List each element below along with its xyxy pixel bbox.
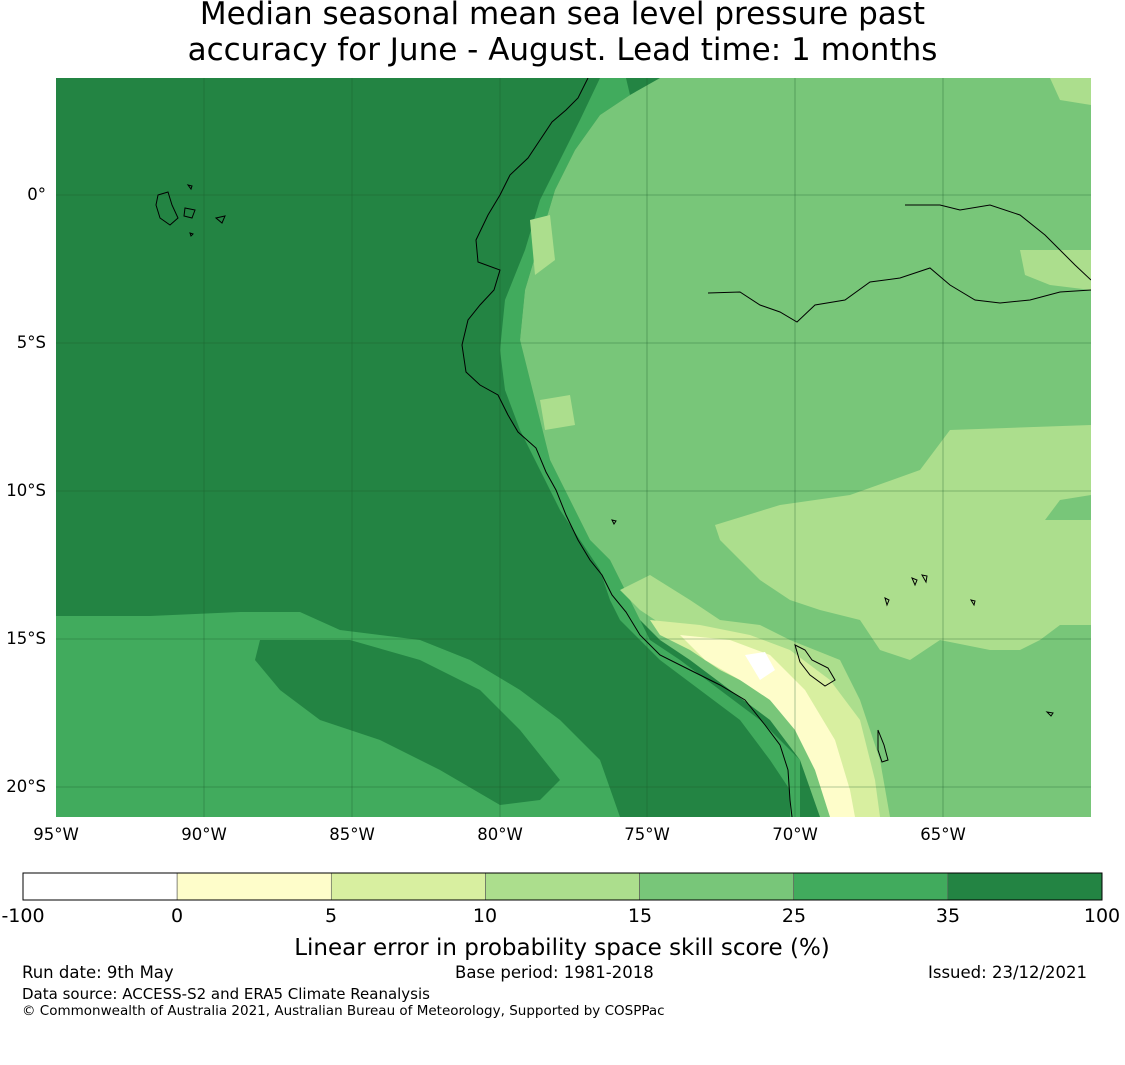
colorbar (22, 872, 1103, 901)
base-period: Base period: 1981-2018 (455, 963, 654, 982)
lake-titicaca (794, 644, 836, 687)
colorbar-segment (176, 872, 332, 901)
lon-tick: 70°W (772, 825, 818, 844)
colorbar-label: Linear error in probability space skill … (294, 935, 830, 961)
region-near-zero (745, 652, 775, 680)
colorbar-tick: -100 (1, 905, 44, 927)
region-10-15-northeast (1050, 78, 1091, 105)
region-10-15-south-central (715, 425, 1091, 660)
lon-tick: 80°W (477, 825, 523, 844)
galapagos-san-cristobal (214, 215, 226, 224)
amazon-river (707, 267, 1091, 323)
issued-date: Issued: 23/12/2021 (928, 963, 1088, 982)
run-date: Run date: 9th May (22, 963, 174, 982)
colorbar-segment (947, 872, 1103, 901)
galapagos-small-2 (189, 232, 194, 237)
coastlines (155, 78, 1091, 817)
chart-title: Median seasonal mean sea level pressure … (0, 0, 1125, 68)
lake-amazon-4 (969, 599, 976, 607)
title-line-2: accuracy for June - August. Lead time: 1… (187, 32, 938, 68)
colorbar-tick: 0 (171, 905, 183, 927)
lake-amazon-2 (921, 574, 928, 584)
colorbar-segment (639, 872, 795, 901)
title-line-1: Median seasonal mean sea level pressure … (199, 0, 926, 32)
region-10-15-east (1020, 250, 1091, 290)
lat-tick: 5°S (17, 333, 46, 352)
lon-tick: 75°W (624, 825, 670, 844)
colorbar-tick: 25 (782, 905, 806, 927)
lat-tick: 20°S (6, 777, 46, 796)
lake-coast (611, 519, 617, 525)
lat-tick: 15°S (6, 629, 46, 648)
colorbar-segment (330, 872, 486, 901)
galapagos-small-1 (186, 184, 193, 191)
lat-tick: 10°S (6, 481, 46, 500)
data-source: Data source: ACCESS-S2 and ERA5 Climate … (22, 985, 430, 1003)
copyright: © Commonwealth of Australia 2021, Austra… (22, 1003, 665, 1019)
south-america-coastline (461, 78, 793, 817)
river-northeast (905, 204, 1091, 281)
colorbar-frame (22, 872, 1103, 901)
galapagos-santa-cruz (183, 207, 196, 219)
map-fill-layer (56, 78, 1091, 817)
colorbar-tick: 35 (936, 905, 960, 927)
region-10-15-west-coast-1 (530, 215, 555, 275)
lake-amazon-1 (911, 577, 918, 587)
colorbar-segment (485, 872, 640, 901)
lon-tick: 90°W (181, 825, 227, 844)
colorbar-segment (22, 872, 178, 901)
region-25-35-coast (500, 78, 800, 817)
lake-poopo (877, 729, 889, 763)
lon-tick: 85°W (329, 825, 375, 844)
galapagos-isabela (155, 191, 179, 226)
colorbar-tick: 100 (1084, 905, 1120, 927)
colorbar-segment (793, 872, 949, 901)
colorbar-tick: 5 (325, 905, 337, 927)
lat-tick: 0° (27, 185, 46, 204)
region-10-15-west-coast-2 (540, 395, 575, 430)
lon-tick: 65°W (920, 825, 966, 844)
map-axis-labels: 95°W 90°W 85°W 80°W 75°W 70°W 65°W 0° 5°… (6, 185, 966, 844)
map-gridlines (56, 78, 1091, 817)
lon-tick: 95°W (33, 825, 79, 844)
lake-amazon-5 (1045, 711, 1054, 717)
lake-amazon-3 (884, 597, 890, 607)
colorbar-tick: 10 (473, 905, 497, 927)
colorbar-tick: 15 (628, 905, 652, 927)
region-25-35-inner-dark (255, 640, 560, 805)
colorbar-ticks: -100 0 5 10 15 25 35 100 (1, 905, 1120, 927)
